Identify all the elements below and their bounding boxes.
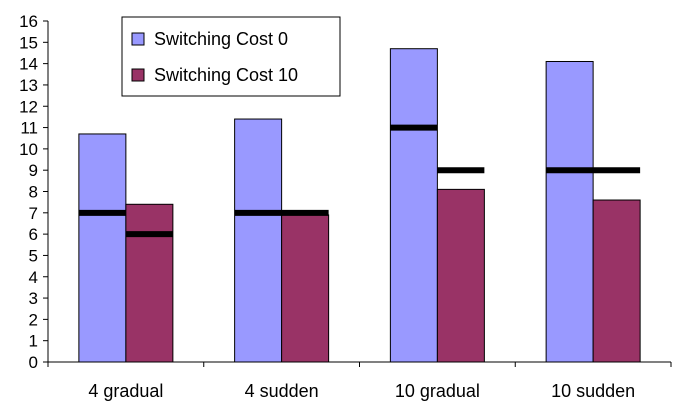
bar-switching-cost-10 bbox=[281, 214, 330, 363]
bar-switching-cost-0 bbox=[78, 133, 127, 363]
bar-switching-cost-10 bbox=[125, 203, 174, 363]
legend: Switching Cost 0 Switching Cost 10 bbox=[121, 16, 341, 97]
bar-switching-cost-0 bbox=[545, 60, 594, 363]
legend-box bbox=[121, 16, 341, 97]
legend-swatch-switching-cost-0 bbox=[131, 32, 145, 46]
y-tick-label: 1 bbox=[29, 332, 38, 351]
x-category-label: 10 sudden bbox=[551, 381, 635, 401]
y-tick-label: 10 bbox=[19, 140, 38, 159]
x-category-label: 10 gradual bbox=[395, 381, 480, 401]
markers-layer bbox=[78, 124, 641, 238]
y-tick-label: 15 bbox=[19, 33, 38, 52]
y-tick-label: 7 bbox=[29, 204, 38, 223]
legend-label-switching-cost-10: Switching Cost 10 bbox=[154, 65, 298, 85]
bar-switching-cost-0 bbox=[389, 48, 438, 363]
y-tick-label: 4 bbox=[29, 268, 38, 287]
legend-label-switching-cost-0: Switching Cost 0 bbox=[154, 29, 288, 49]
y-tick-label: 8 bbox=[29, 183, 38, 202]
y-tick-label: 11 bbox=[20, 119, 38, 138]
legend-swatch-switching-cost-10 bbox=[131, 68, 145, 82]
bar-switching-cost-10 bbox=[592, 199, 641, 363]
y-tick-label: 0 bbox=[29, 353, 38, 372]
x-category-label: 4 sudden bbox=[245, 381, 319, 401]
y-tick-label: 2 bbox=[29, 310, 38, 329]
bar-switching-cost-10 bbox=[436, 188, 485, 363]
y-tick-label: 16 bbox=[19, 12, 38, 31]
y-tick-label: 5 bbox=[29, 246, 38, 265]
bars-layer bbox=[78, 48, 641, 363]
y-tick-label: 6 bbox=[29, 225, 38, 244]
y-tick-label: 14 bbox=[19, 55, 38, 74]
x-category-label: 4 gradual bbox=[88, 381, 163, 401]
y-tick-label: 13 bbox=[19, 76, 38, 95]
x-axis-ticks: 4 gradual 4 sudden 10 gradual 10 sudden bbox=[47, 362, 672, 401]
y-tick-label: 3 bbox=[29, 289, 38, 308]
y-tick-label: 9 bbox=[29, 161, 38, 180]
bar-switching-cost-0 bbox=[234, 118, 283, 363]
y-tick-label: 12 bbox=[19, 97, 38, 116]
